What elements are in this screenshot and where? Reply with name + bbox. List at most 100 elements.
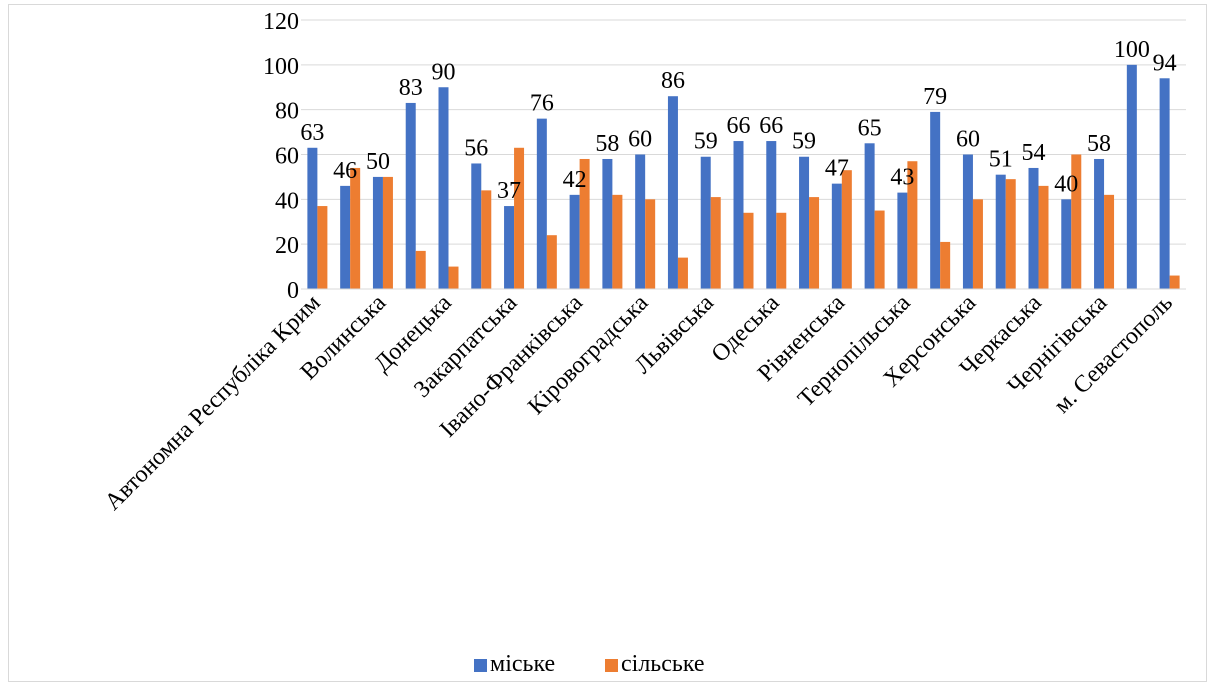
bar-rural: [677, 257, 688, 289]
data-label: 59: [792, 129, 816, 155]
data-label: 83: [399, 75, 423, 101]
data-label: 63: [300, 120, 324, 146]
data-label: 54: [1022, 140, 1046, 166]
bar-rural: [940, 241, 951, 289]
data-label: 76: [530, 91, 554, 117]
bar-urban: [1061, 199, 1072, 289]
bar-rural: [710, 197, 721, 289]
y-tick-label: 80: [275, 99, 299, 125]
bar-urban: [405, 102, 416, 289]
x-tick-label: Тернопільська: [793, 290, 916, 413]
bar-rural: [317, 206, 328, 289]
bar-urban: [1159, 78, 1170, 290]
data-label: 58: [1087, 131, 1111, 157]
data-label: 59: [694, 129, 718, 155]
data-label: 66: [727, 113, 751, 139]
data-label: 65: [858, 115, 882, 141]
data-label: 42: [563, 167, 587, 193]
bar-rural: [874, 210, 885, 289]
bar-urban: [667, 96, 678, 289]
bar-rural: [546, 235, 557, 289]
bar-urban: [700, 156, 711, 289]
bar-urban: [1028, 167, 1039, 289]
legend-label-rural: сільське: [621, 651, 705, 677]
bar-rural: [612, 194, 623, 289]
y-tick-label: 60: [275, 144, 299, 170]
data-label: 100: [1114, 37, 1150, 63]
bar-urban: [733, 141, 744, 289]
y-tick-label: 100: [263, 54, 299, 80]
legend-label-urban: міське: [490, 651, 555, 677]
data-label: 58: [595, 131, 619, 157]
bar-urban: [471, 163, 482, 289]
data-label: 56: [464, 135, 488, 161]
data-label: 60: [628, 127, 652, 153]
x-tick-label: Кіровоградська: [523, 290, 653, 420]
bar-urban: [995, 174, 1006, 289]
bar-rural: [514, 147, 525, 289]
data-label: 40: [1054, 171, 1078, 197]
y-tick-label: 20: [275, 233, 299, 259]
bar-rural: [809, 197, 820, 289]
bar-rural: [350, 167, 361, 289]
legend-swatch-urban: [474, 659, 487, 672]
bar-rural: [1104, 194, 1115, 289]
bar-urban: [438, 87, 449, 289]
bar-urban: [962, 154, 973, 289]
data-label: 51: [989, 147, 1013, 173]
bar-rural: [1038, 185, 1049, 289]
bar-urban: [897, 192, 908, 289]
bar-urban: [569, 194, 580, 289]
y-axis-tick-labels: 0 20 40 60 80 100 120: [263, 9, 299, 304]
bar-urban: [536, 118, 547, 289]
bar-rural: [1005, 179, 1016, 289]
x-tick-label: Автономна Республіка Крим: [100, 290, 326, 516]
data-label: 46: [333, 158, 357, 184]
bar-rural: [645, 199, 656, 289]
bar-urban: [864, 143, 875, 289]
bar-urban: [930, 111, 941, 290]
data-label: 86: [661, 68, 685, 94]
bar-rural: [415, 250, 426, 289]
bar-rural: [1071, 154, 1082, 289]
bar-urban: [766, 141, 777, 289]
bar-rural: [382, 176, 393, 289]
bar-urban: [504, 206, 515, 289]
data-label: 94: [1153, 50, 1177, 76]
data-label: 50: [366, 149, 390, 175]
data-label: 79: [923, 84, 947, 110]
bar-rural: [579, 158, 590, 289]
bar-urban: [1094, 158, 1105, 289]
bar-rural: [448, 266, 459, 289]
bar-rural: [907, 161, 918, 289]
y-tick-label: 120: [263, 9, 299, 35]
data-label: 47: [825, 156, 849, 182]
bar-rural: [841, 170, 852, 289]
x-tick-label: м. Севастополь: [1049, 290, 1178, 419]
bar-rural: [972, 199, 983, 289]
bar-urban: [340, 185, 351, 289]
data-label: 43: [890, 165, 914, 191]
data-label: 37: [497, 178, 521, 204]
bar-urban: [372, 176, 383, 289]
bar-urban: [831, 183, 842, 289]
bar-rural: [481, 190, 492, 289]
bar-urban: [307, 147, 318, 289]
x-axis-tick-labels: Автономна Республіка КримВолинськаДонець…: [100, 290, 1178, 516]
bars: [307, 64, 1180, 290]
y-tick-label: 40: [275, 188, 299, 214]
y-tick-label: 0: [287, 278, 299, 304]
data-labels: 63 46 50 83 90 56 37 76 42 58 60 86 59 66 66 59 47 65 43 79…: [300, 37, 1176, 204]
bar-urban: [1126, 64, 1137, 289]
data-label: 90: [432, 59, 456, 85]
bar-urban: [602, 158, 613, 289]
legend-swatch-rural: [605, 659, 618, 672]
bar-urban: [799, 156, 810, 289]
data-label: 66: [759, 113, 783, 139]
chart-frame: [8, 4, 1207, 682]
bar-rural: [776, 212, 787, 289]
legend: міське сільське: [474, 651, 705, 677]
bar-rural: [743, 212, 754, 289]
data-label: 60: [956, 127, 980, 153]
